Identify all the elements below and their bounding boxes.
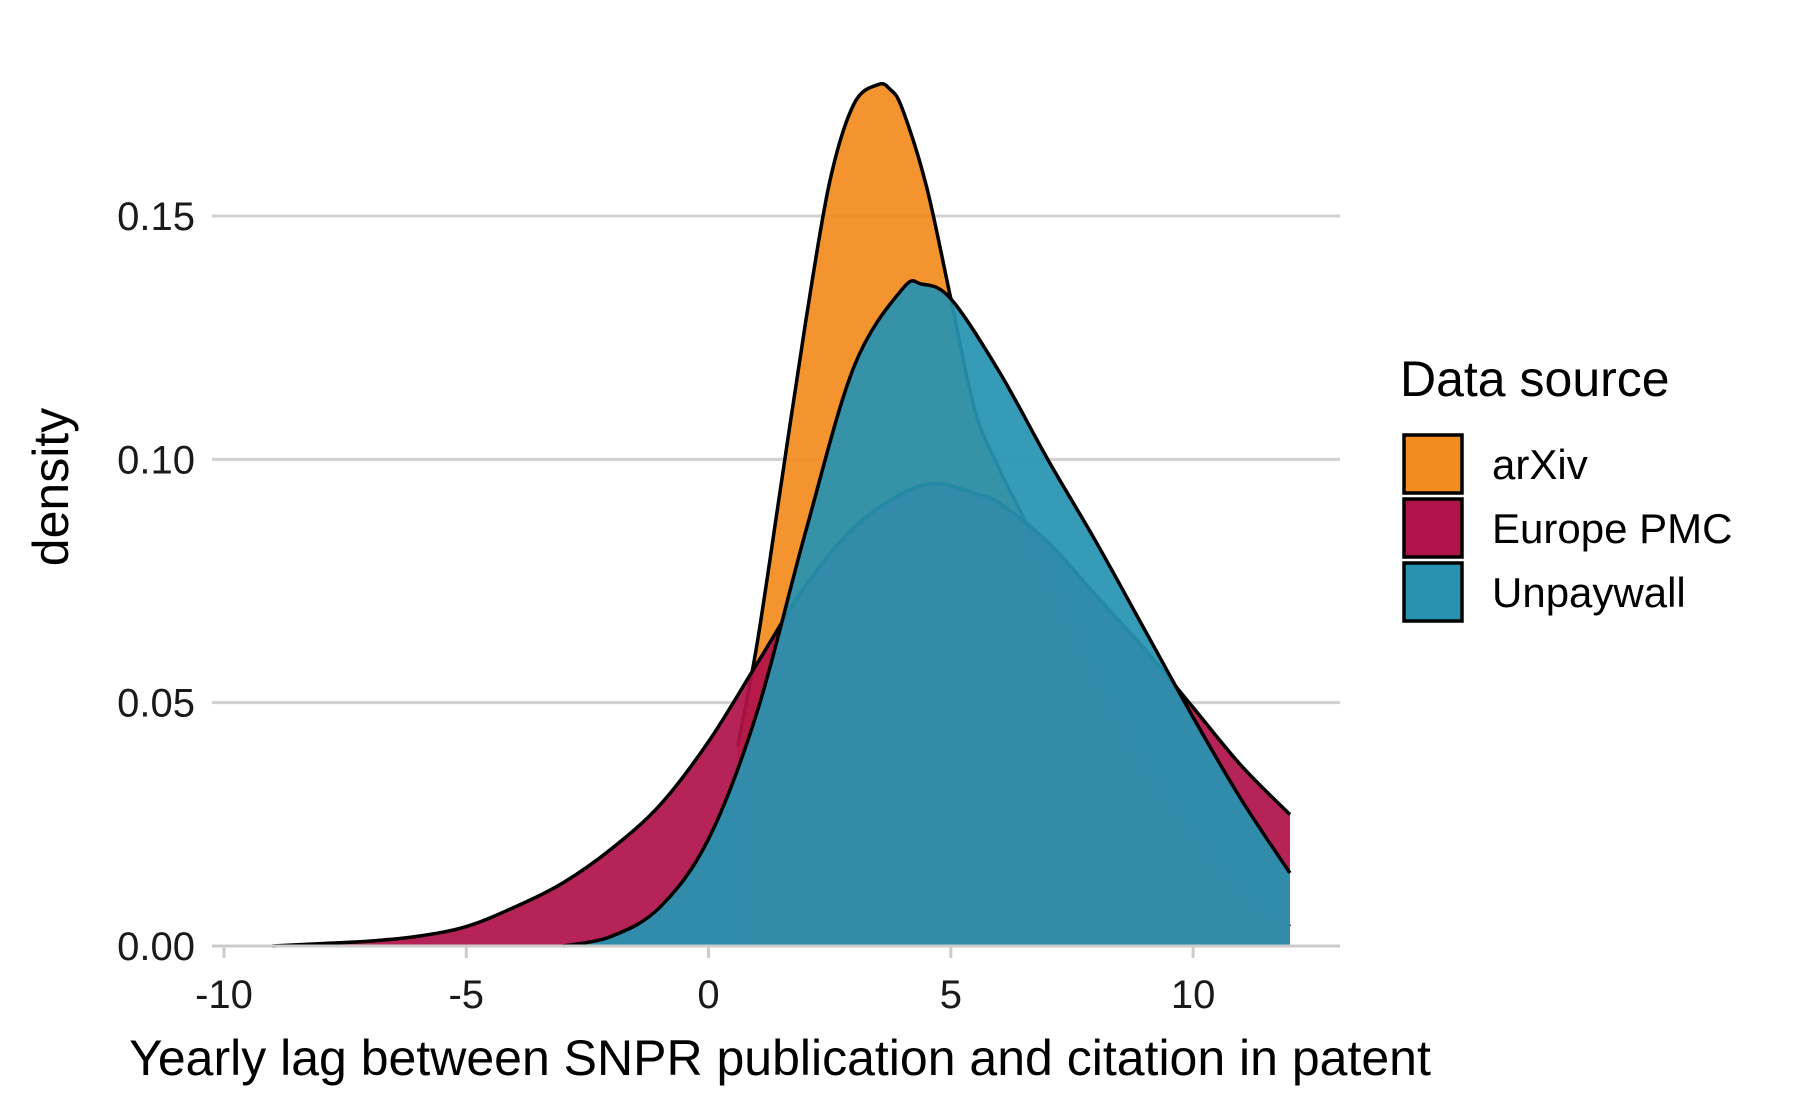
legend-label: Europe PMC xyxy=(1492,505,1732,552)
legend-item-arxiv: arXiv xyxy=(1404,435,1588,493)
legend-title: Data source xyxy=(1400,351,1670,407)
y-tick-label: 0.05 xyxy=(117,682,195,726)
legend-swatch xyxy=(1404,435,1462,493)
x-tick-label: -10 xyxy=(195,973,253,1017)
legend-swatch xyxy=(1404,499,1462,557)
x-tick-label: -5 xyxy=(448,973,484,1017)
legend-label: arXiv xyxy=(1492,441,1588,488)
y-axis-title: density xyxy=(23,408,79,566)
legend-item-unpaywall: Unpaywall xyxy=(1404,563,1686,621)
legend: Data source arXiv Europe PMC Unpaywall xyxy=(1400,351,1732,621)
y-tick-label: 0.00 xyxy=(117,925,195,969)
legend-swatch xyxy=(1404,563,1462,621)
legend-label: Unpaywall xyxy=(1492,569,1686,616)
x-axis xyxy=(212,946,1340,958)
x-tick-label: 0 xyxy=(697,973,719,1017)
x-tick-label: 10 xyxy=(1171,973,1216,1017)
x-tick-label: 5 xyxy=(940,973,962,1017)
x-axis-tick-labels: -10 -5 0 5 10 xyxy=(195,973,1215,1017)
x-axis-title: Yearly lag between SNPR publication and … xyxy=(129,1030,1431,1086)
y-tick-label: 0.10 xyxy=(117,438,195,482)
legend-item-europe-pmc: Europe PMC xyxy=(1404,499,1732,557)
legend-items: arXiv Europe PMC Unpaywall xyxy=(1404,435,1732,621)
y-tick-label: 0.15 xyxy=(117,195,195,239)
y-axis-tick-labels: 0.00 0.05 0.10 0.15 xyxy=(117,195,195,969)
density-areas xyxy=(272,84,1290,946)
